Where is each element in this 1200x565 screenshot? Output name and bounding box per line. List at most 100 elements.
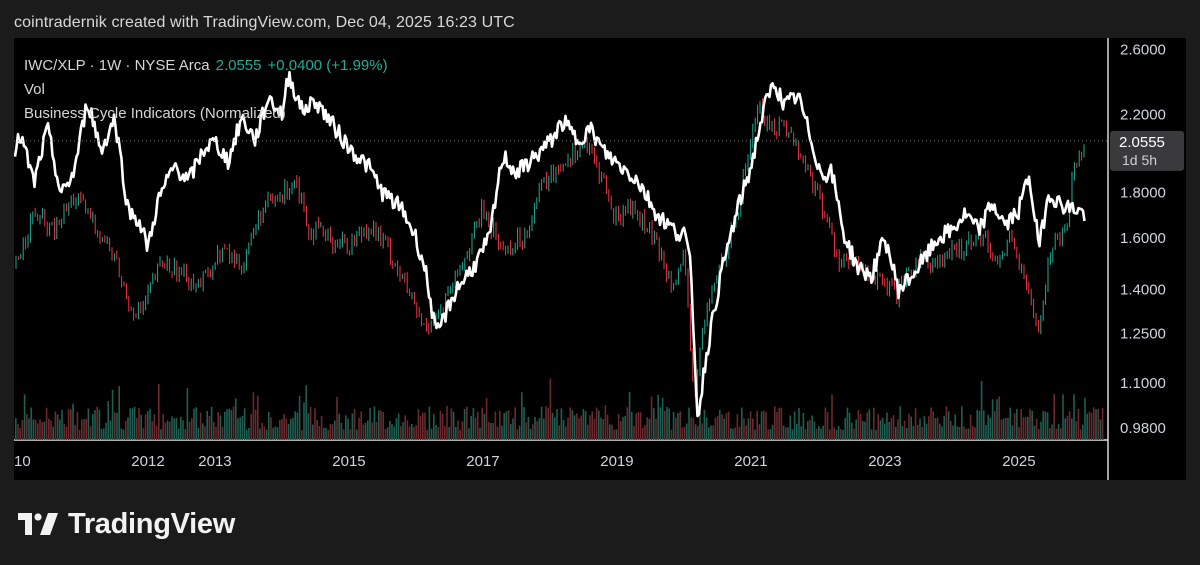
price-chart[interactable]: 2.6000 2.2000 1.8000 1.6000 1.4000 1.2500 1.10…: [14, 38, 1186, 480]
volume-bar: [290, 418, 292, 440]
volume-bar: [1055, 428, 1058, 440]
volume-bar: [1084, 397, 1086, 440]
volume-bar: [690, 417, 692, 440]
volume-bar: [246, 429, 248, 440]
volume-bar: [776, 412, 778, 440]
volume-bar: [114, 412, 116, 440]
volume-bar: [881, 417, 884, 440]
volume-bar: [1077, 409, 1080, 440]
volume-bar: [32, 419, 35, 440]
volume-bar: [934, 418, 937, 440]
volume-bar: [276, 427, 279, 440]
volume-bar: [765, 412, 767, 440]
volume-bar: [19, 428, 21, 440]
volume-bar: [576, 413, 578, 440]
chart-frame[interactable]: 2.6000 2.2000 1.8000 1.6000 1.4000 1.2500 1.10…: [14, 38, 1186, 480]
volume-bar: [67, 409, 70, 440]
indicator-line: [14, 70, 1086, 418]
volume-bar: [811, 415, 813, 440]
volume-bar: [226, 409, 228, 440]
volume-bar: [1024, 417, 1027, 440]
volume-bar: [919, 418, 921, 440]
volume-bar: [829, 429, 831, 440]
volume-bar: [61, 409, 63, 440]
volume-bar: [798, 408, 800, 440]
volume-bar: [158, 384, 160, 440]
legend-volume[interactable]: Vol: [24, 81, 45, 98]
volume-bar: [250, 413, 252, 440]
volume-bar: [760, 411, 763, 440]
y-tick-label: 2.6000: [1120, 42, 1166, 59]
volume-bar: [340, 422, 343, 440]
volume-bar: [734, 427, 736, 440]
volume-bar: [963, 426, 965, 440]
volume-bar: [1051, 424, 1053, 440]
volume-bar: [930, 407, 932, 440]
volume-bar: [191, 418, 193, 440]
volume-bar: [155, 426, 158, 440]
volume-bar: [912, 426, 915, 440]
volume-bar: [281, 419, 283, 440]
volume-bar: [94, 410, 96, 440]
x-tick-label: 2021: [734, 453, 767, 470]
x-tick-label: 2023: [868, 453, 901, 470]
volume-bar: [818, 426, 820, 440]
volume-bar: [677, 412, 679, 440]
volume-bar: [1035, 418, 1038, 440]
volume-bar: [133, 406, 136, 440]
volume-bar: [1095, 409, 1097, 440]
volume-bar: [1000, 419, 1003, 440]
volume-bar: [932, 411, 934, 440]
legend-indicator[interactable]: Business Cycle Indicators (Normalized): [24, 105, 286, 122]
volume-bar: [712, 425, 714, 440]
legend-symbol[interactable]: IWC/XLP · 1W · NYSE Arca: [24, 57, 210, 74]
volume-bar: [235, 398, 237, 440]
volume-bar: [895, 426, 897, 440]
volume-bar: [983, 410, 985, 440]
volume-bar: [844, 418, 846, 440]
volume-bar: [195, 407, 197, 440]
y-tick-label: 1.2500: [1120, 326, 1166, 343]
volume-bar: [631, 411, 633, 440]
volume-bar: [210, 406, 213, 440]
volume-bar: [701, 423, 703, 440]
volume-bar: [978, 410, 981, 440]
legend-symbol-row[interactable]: IWC/XLP · 1W · NYSE Arca 2.0555 +0.0400 (+…: [24, 54, 388, 78]
volume-bar: [353, 408, 356, 440]
volume-bar: [452, 411, 455, 440]
volume-bar: [294, 411, 296, 440]
volume-bar: [584, 411, 587, 440]
y-tick-label: 2.2000: [1120, 106, 1166, 123]
volume-bar: [287, 423, 290, 440]
volume-bar: [743, 418, 745, 440]
volume-bar: [1071, 418, 1073, 440]
volume-bar: [987, 414, 989, 440]
volume-bar: [954, 414, 956, 440]
volume-bar: [807, 421, 809, 440]
volume-bar: [485, 398, 488, 440]
volume-bar: [217, 412, 219, 440]
volume-bar: [351, 413, 354, 440]
volume-bar: [1064, 418, 1066, 440]
volume-bar: [1086, 413, 1088, 440]
price-candles: [15, 98, 1085, 401]
volume-bar: [224, 411, 226, 440]
legend-last-price: 2.0555: [215, 57, 262, 74]
volume-bar: [41, 422, 43, 440]
volume-bar: [85, 418, 87, 440]
volume-bar: [796, 423, 798, 440]
volume-bar: [644, 424, 646, 440]
volume-bar: [857, 410, 860, 440]
volume-bar: [382, 412, 384, 440]
volume-bar: [241, 415, 244, 440]
volume-bar: [65, 426, 68, 440]
tradingview-logo-icon: [18, 513, 58, 535]
volume-bar: [1013, 413, 1016, 440]
brand[interactable]: TradingView: [18, 506, 235, 542]
volume-bar: [1044, 411, 1047, 440]
volume-bar: [1079, 429, 1082, 440]
volume-bar: [1075, 421, 1077, 440]
volume-bar: [1020, 409, 1022, 440]
volume-bar: [261, 422, 263, 440]
volume-bar: [74, 424, 76, 440]
